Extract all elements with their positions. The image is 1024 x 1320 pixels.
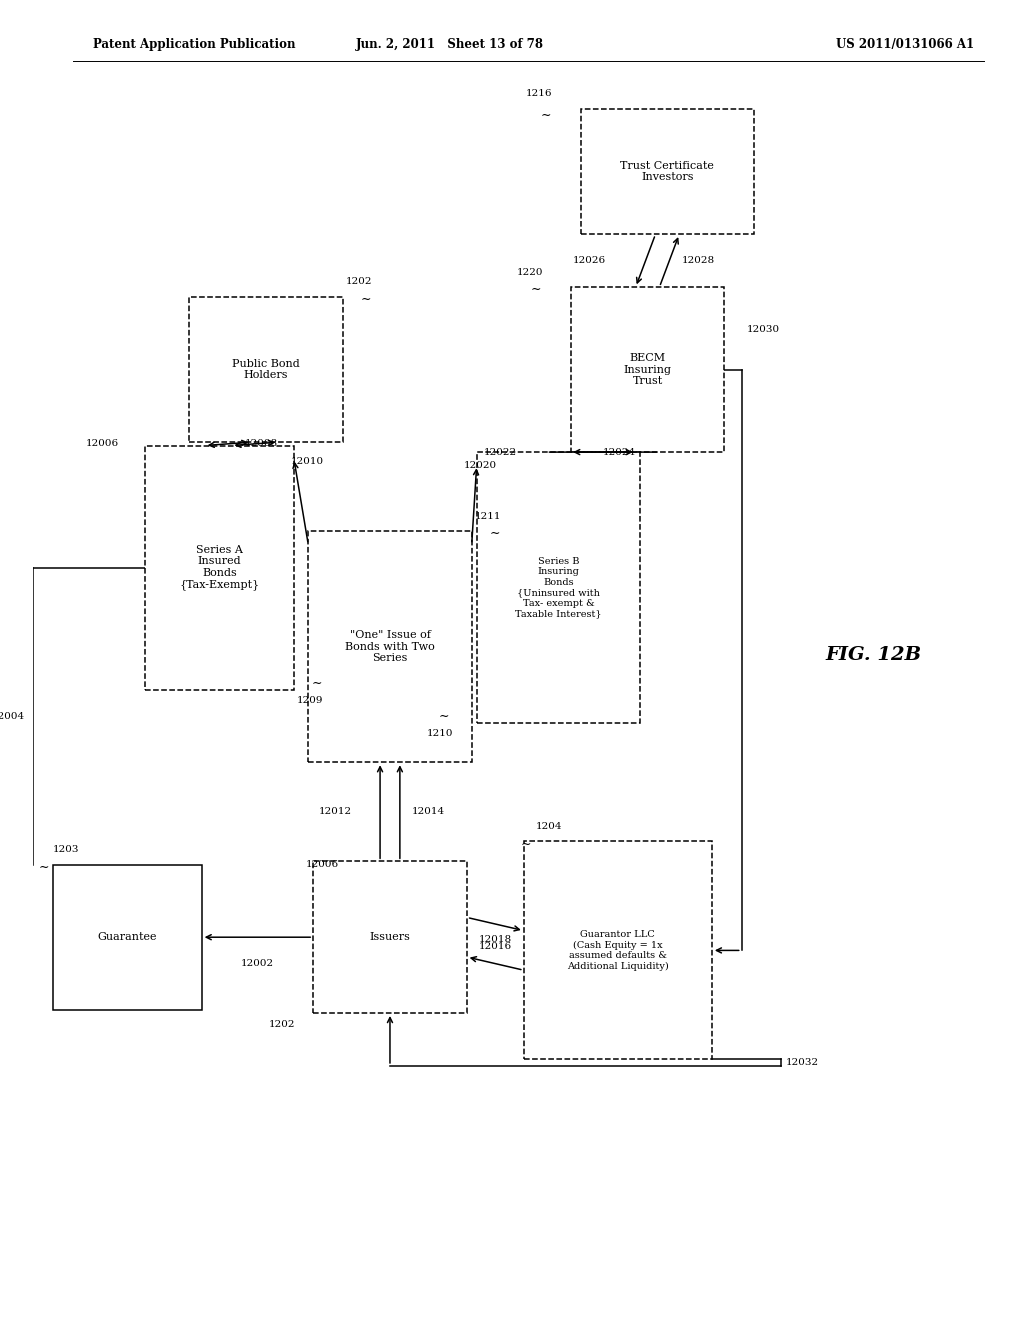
Bar: [313, 862, 467, 1014]
Text: 12026: 12026: [573, 256, 606, 265]
Text: 1211: 1211: [475, 512, 501, 520]
Text: 1216: 1216: [526, 90, 553, 98]
Text: 12006: 12006: [86, 440, 119, 449]
Text: 12006: 12006: [306, 861, 339, 869]
Text: ∼: ∼: [439, 710, 450, 722]
Text: 12010: 12010: [291, 458, 325, 466]
Bar: [145, 446, 294, 689]
Text: 12002: 12002: [241, 960, 274, 968]
Text: 12022: 12022: [484, 447, 517, 457]
Text: 12018: 12018: [478, 936, 512, 944]
Text: 12028: 12028: [682, 256, 716, 265]
Text: ∼: ∼: [521, 838, 531, 850]
Text: Trust Certificate
Investors: Trust Certificate Investors: [621, 161, 715, 182]
Text: 1203: 1203: [53, 845, 80, 854]
Text: Series B
Insuring
Bonds
{Uninsured with
Tax- exempt &
Taxable Interest}: Series B Insuring Bonds {Uninsured with …: [515, 557, 602, 618]
Bar: [476, 451, 640, 722]
Text: 12008: 12008: [245, 440, 278, 449]
Bar: [581, 110, 754, 235]
Text: ∼: ∼: [541, 110, 552, 121]
Text: 12020: 12020: [464, 461, 498, 470]
Bar: [53, 865, 202, 1010]
Text: 1202: 1202: [268, 1020, 295, 1028]
Text: 12004: 12004: [0, 711, 25, 721]
Bar: [189, 297, 343, 442]
Text: ∼: ∼: [489, 528, 500, 540]
Text: BECM
Insuring
Trust: BECM Insuring Trust: [624, 352, 672, 387]
Text: Issuers: Issuers: [370, 932, 411, 942]
Text: ∼: ∼: [38, 861, 49, 874]
Text: ∼: ∼: [311, 677, 323, 689]
Text: Jun. 2, 2011   Sheet 13 of 78: Jun. 2, 2011 Sheet 13 of 78: [355, 38, 544, 51]
Text: 12012: 12012: [318, 808, 352, 816]
Text: 12032: 12032: [786, 1059, 819, 1067]
Text: 12024: 12024: [603, 447, 636, 457]
Text: Series A
Insured
Bonds
{Tax-Exempt}: Series A Insured Bonds {Tax-Exempt}: [179, 545, 260, 590]
Text: "One" Issue of
Bonds with Two
Series: "One" Issue of Bonds with Two Series: [345, 630, 435, 664]
Text: FIG. 12B: FIG. 12B: [826, 645, 922, 664]
Text: 1204: 1204: [536, 822, 562, 832]
Text: Guarantor LLC
(Cash Equity = 1x
assumed defaults &
Additional Liquidity): Guarantor LLC (Cash Equity = 1x assumed …: [567, 931, 669, 970]
Bar: [570, 286, 724, 451]
Text: 12014: 12014: [412, 808, 444, 816]
Text: ∼: ∼: [531, 284, 542, 296]
Text: Guarantee: Guarantee: [97, 932, 158, 942]
Bar: [523, 842, 712, 1059]
Text: Patent Application Publication: Patent Application Publication: [93, 38, 295, 51]
Text: US 2011/0131066 A1: US 2011/0131066 A1: [836, 38, 974, 51]
Text: 12016: 12016: [478, 942, 512, 950]
Text: 1202: 1202: [346, 277, 373, 286]
Text: 1220: 1220: [516, 268, 543, 277]
Text: ∼: ∼: [360, 293, 372, 306]
Text: 12030: 12030: [746, 326, 779, 334]
Text: 1209: 1209: [297, 697, 324, 705]
Text: Public Bond
Holders: Public Bond Holders: [232, 359, 300, 380]
Bar: [308, 532, 472, 763]
Text: 1210: 1210: [427, 729, 454, 738]
